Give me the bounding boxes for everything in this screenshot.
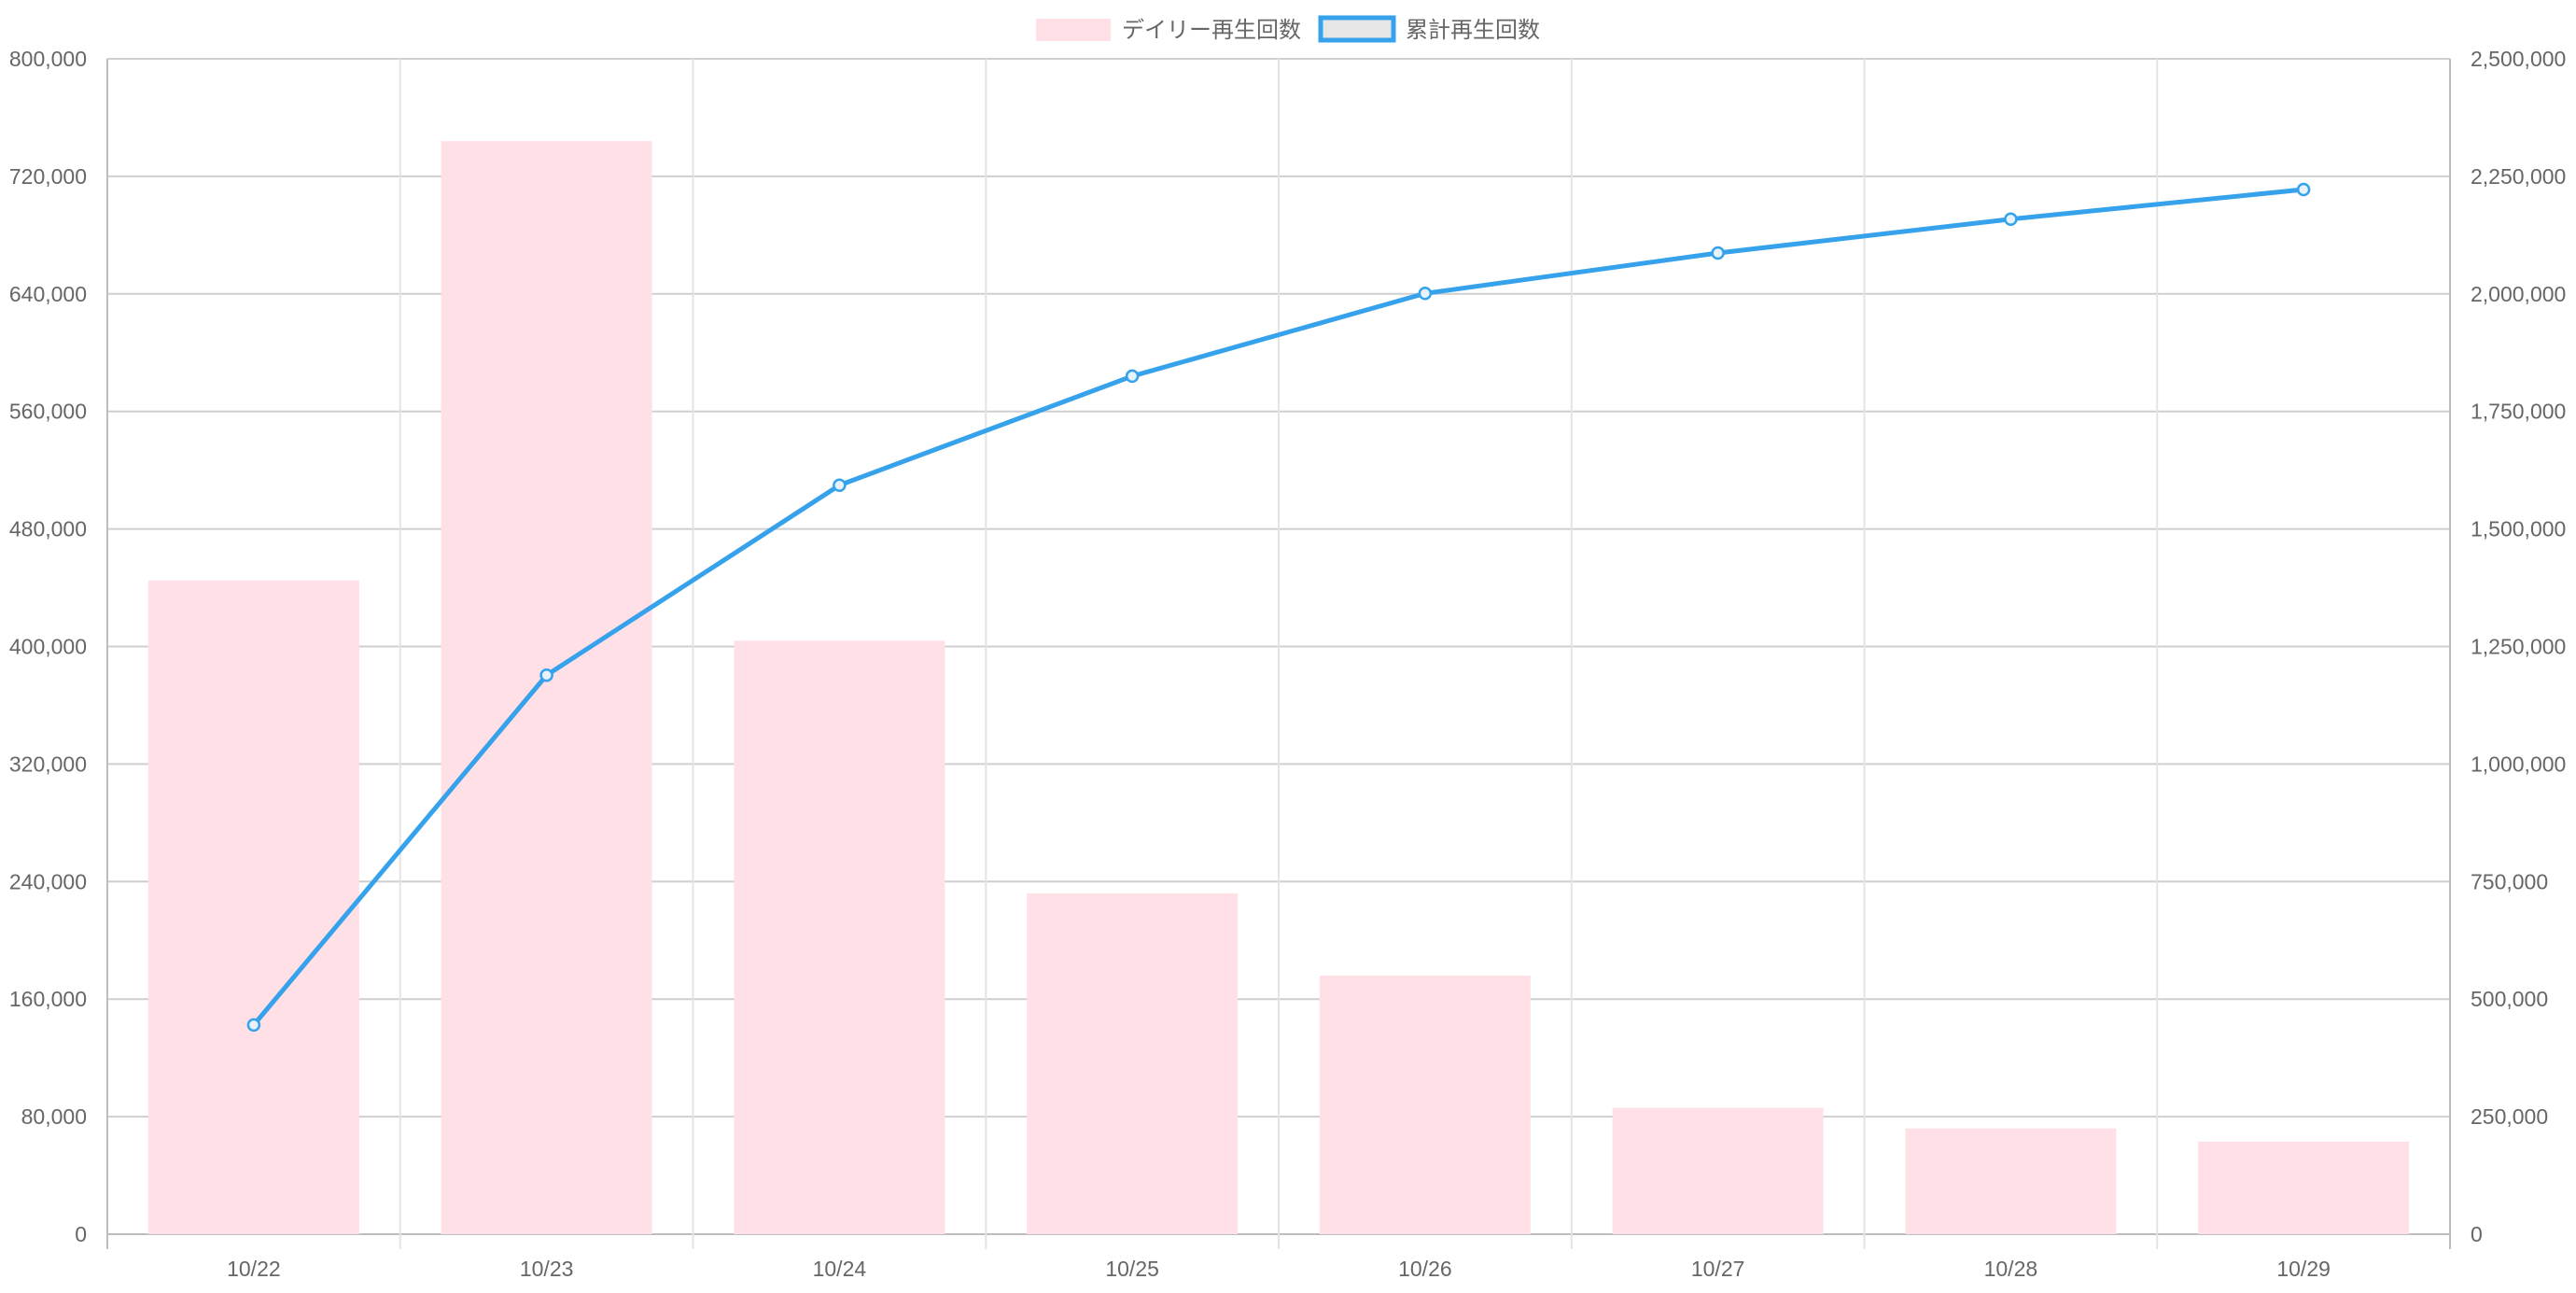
y-right-tick-label: 1,750,000: [2471, 400, 2566, 424]
bar-daily-plays[interactable]: [734, 640, 945, 1234]
axis-layer: 0 0 80,000 250,000 160,000 500,000 240,000 750,…: [9, 47, 2566, 1281]
y-right-tick-label: 500,000: [2471, 987, 2548, 1011]
legend-swatch-daily[interactable]: [1036, 19, 1111, 41]
legend-label-cumulative[interactable]: 累計再生回数: [1406, 18, 1540, 43]
x-tick-label: 10/24: [813, 1257, 867, 1281]
bar-daily-plays[interactable]: [1319, 976, 1531, 1234]
legend[interactable]: デイリー再生回数 累計再生回数: [1036, 15, 1540, 43]
y-right-tick-label: 0: [2471, 1222, 2483, 1246]
line-point-cumulative[interactable]: [539, 668, 553, 682]
line-point-cumulative[interactable]: [833, 478, 847, 493]
bar-daily-plays[interactable]: [1027, 892, 1239, 1234]
x-tick-label: 10/22: [227, 1257, 281, 1281]
x-tick-label: 10/29: [2276, 1257, 2331, 1281]
y-right-tick-label: 1,500,000: [2471, 517, 2566, 541]
bar-daily-plays[interactable]: [1612, 1107, 1824, 1234]
y-left-tick-label: 160,000: [9, 987, 87, 1011]
bar-daily-plays[interactable]: [441, 141, 652, 1234]
y-right-tick-label: 2,500,000: [2471, 47, 2566, 71]
line-point-cumulative[interactable]: [2296, 182, 2311, 197]
y-right-tick-label: 250,000: [2471, 1104, 2548, 1129]
y-left-tick-label: 240,000: [9, 869, 87, 893]
line-point-cumulative[interactable]: [1711, 246, 1725, 260]
y-right-tick-label: 2,000,000: [2471, 282, 2566, 306]
bar-daily-plays[interactable]: [147, 580, 359, 1234]
line-point-cumulative[interactable]: [2004, 212, 2018, 226]
line-point-cumulative[interactable]: [1125, 369, 1140, 384]
y-left-tick-label: 720,000: [9, 164, 87, 189]
x-tick-label: 10/28: [1984, 1257, 2038, 1281]
bar-series-layer: [147, 141, 2410, 1234]
y-right-tick-label: 2,250,000: [2471, 164, 2566, 189]
y-left-tick-label: 320,000: [9, 752, 87, 776]
y-left-tick-label: 800,000: [9, 47, 87, 71]
line-series-layer: [246, 182, 2311, 1033]
y-left-tick-label: 80,000: [21, 1104, 87, 1129]
y-left-tick-label: 640,000: [9, 282, 87, 306]
legend-label-daily[interactable]: デイリー再生回数: [1122, 18, 1301, 43]
y-right-tick-label: 750,000: [2471, 869, 2548, 893]
x-tick-label: 10/27: [1691, 1257, 1745, 1281]
bar-daily-plays[interactable]: [1905, 1128, 2117, 1234]
y-left-tick-label: 400,000: [9, 635, 87, 659]
x-tick-label: 10/25: [1105, 1257, 1159, 1281]
x-tick-label: 10/23: [520, 1257, 574, 1281]
y-left-tick-label: 560,000: [9, 400, 87, 424]
y-right-tick-label: 1,250,000: [2471, 635, 2566, 659]
y-right-tick-label: 1,000,000: [2471, 752, 2566, 776]
y-left-tick-label: 480,000: [9, 517, 87, 541]
bar-daily-plays[interactable]: [2198, 1141, 2410, 1234]
x-tick-label: 10/26: [1398, 1257, 1452, 1281]
line-point-cumulative[interactable]: [246, 1018, 261, 1033]
line-point-cumulative[interactable]: [1418, 287, 1433, 301]
legend-swatch-cumulative[interactable]: [1318, 15, 1396, 43]
line-cumulative-plays: [251, 187, 2304, 1027]
y-left-tick-label: 0: [75, 1222, 87, 1246]
